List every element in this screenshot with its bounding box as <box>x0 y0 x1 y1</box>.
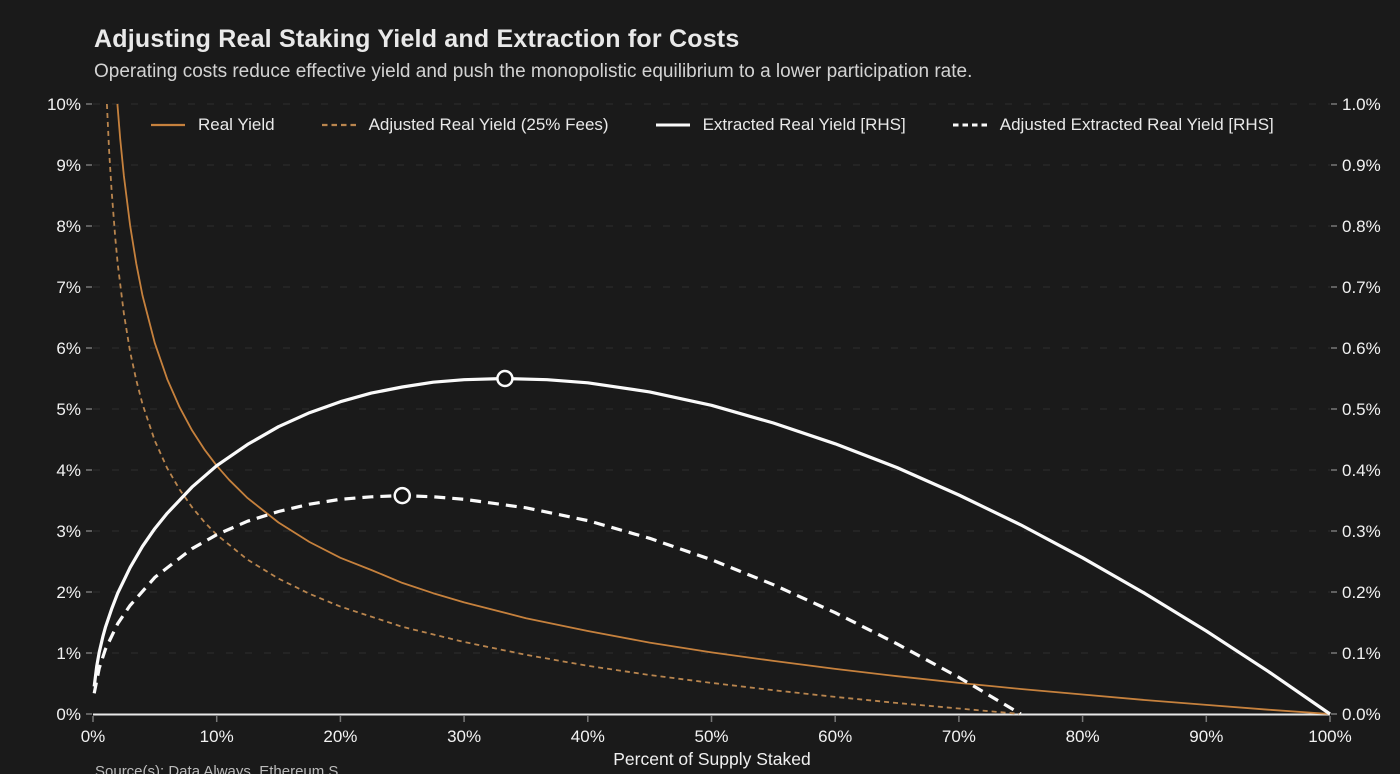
x-tick-label: 60% <box>818 727 852 746</box>
legend-label: Real Yield <box>198 115 275 134</box>
y-right-tick-label: 0.8% <box>1342 217 1381 236</box>
legend-item-adjusted-extracted-real-yield-rhs: Adjusted Extracted Real Yield [RHS] <box>952 115 1274 135</box>
y-left-tick-label: 3% <box>56 522 81 541</box>
legend-label: Adjusted Extracted Real Yield [RHS] <box>999 115 1274 134</box>
chart-subtitle: Operating costs reduce effective yield a… <box>94 61 973 82</box>
x-tick-label: 80% <box>1066 727 1100 746</box>
legend-swatch-solid-line-icon <box>655 123 690 127</box>
series-line-adjusted-extracted-real-yield-rhs <box>92 494 1022 716</box>
y-left-tick-label: 0% <box>56 705 81 724</box>
x-tick-label: 100% <box>1308 727 1351 746</box>
y-right-tick-label: 0.1% <box>1342 644 1381 663</box>
y-left-tick-label: 5% <box>56 400 81 419</box>
x-tick-label: 40% <box>571 727 605 746</box>
y-left-tick-label: 1% <box>56 644 81 663</box>
legend-item-real-yield: Real Yield <box>151 115 275 135</box>
y-right-tick-label: 0.2% <box>1342 583 1381 602</box>
legend-label: Extracted Real Yield [RHS] <box>702 115 906 134</box>
legend-swatch-solid-line-icon <box>151 123 185 127</box>
y-right-tick-label: 1.0% <box>1342 95 1381 114</box>
x-tick-label: 30% <box>447 727 481 746</box>
y-left-tick-label: 9% <box>56 156 81 175</box>
x-axis-title: Percent of Supply Staked <box>613 749 811 769</box>
y-right-tick-label: 0.6% <box>1342 339 1381 358</box>
x-tick-label: 70% <box>942 727 976 746</box>
x-tick-label: 90% <box>1189 727 1223 746</box>
y-left-tick-label: 2% <box>56 583 81 602</box>
y-right-tick-label: 0.5% <box>1342 400 1381 419</box>
legend-swatch-dashed-line-icon <box>952 123 987 127</box>
x-tick-label: 20% <box>323 727 357 746</box>
y-left-tick-label: 8% <box>56 217 81 236</box>
series-line-real-yield <box>116 103 1331 715</box>
y-right-tick-label: 0.7% <box>1342 278 1381 297</box>
y-right-tick-label: 0.3% <box>1342 522 1381 541</box>
series-line-adjusted-real-yield-25-fees <box>106 103 1021 715</box>
y-left-tick-label: 10% <box>47 95 81 114</box>
y-left-tick-label: 6% <box>56 339 81 358</box>
legend-label: Adjusted Real Yield (25% Fees) <box>368 115 609 134</box>
x-tick-label: 10% <box>200 727 234 746</box>
peak-marker-adjusted-extracted-real-yield-rhs <box>393 486 411 505</box>
series-line-extracted-real-yield-rhs <box>92 376 1331 716</box>
legend-item-adjusted-real-yield-25-fees: Adjusted Real Yield (25% Fees) <box>321 115 609 135</box>
x-tick-label: 0% <box>81 727 106 746</box>
y-right-tick-label: 0.0% <box>1342 705 1381 724</box>
x-tick-label: 50% <box>694 727 728 746</box>
chart-legend: Real Yield Adjusted Real Yield (25% Fees)… <box>151 112 1274 138</box>
legend-swatch-dashed-line-icon <box>321 123 356 127</box>
y-left-tick-label: 7% <box>56 278 81 297</box>
source-note: Source(s): Data Always, Ethereum S <box>95 763 339 774</box>
peak-marker-extracted-real-yield-rhs <box>496 369 514 388</box>
y-right-tick-label: 0.4% <box>1342 461 1381 480</box>
y-right-tick-label: 0.9% <box>1342 156 1381 175</box>
legend-item-extracted-real-yield-rhs: Extracted Real Yield [RHS] <box>655 115 906 135</box>
chart-title: Adjusting Real Staking Yield and Extract… <box>94 25 740 53</box>
y-left-tick-label: 4% <box>56 461 81 480</box>
